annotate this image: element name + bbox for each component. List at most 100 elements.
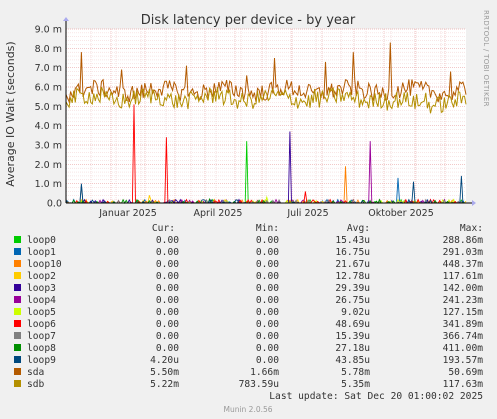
legend-cur: 0.00 xyxy=(156,343,179,354)
legend-min: 0.00 xyxy=(256,259,279,270)
legend-avg: 5.78m xyxy=(341,367,370,378)
y-tick-label: 2.0 m xyxy=(35,160,62,171)
legend-cur: 0.00 xyxy=(156,235,179,246)
y-tick-label: 1.0 m xyxy=(35,179,62,190)
legend-name-loop7: loop7 xyxy=(27,331,56,342)
legend-max: 50.69m xyxy=(448,367,483,378)
legend-name-loop3: loop3 xyxy=(27,283,56,294)
legend-avg: 48.69u xyxy=(335,319,370,330)
rrdtool-credit: RRDTOOL / TOBI OETIKER xyxy=(482,10,490,107)
legend-cur: 5.22m xyxy=(150,379,179,390)
legend-min: 0.00 xyxy=(256,235,279,246)
legend-avg: 27.18u xyxy=(335,343,370,354)
legend-name-loop5: loop5 xyxy=(27,307,56,318)
legend-cur: 5.50m xyxy=(150,367,179,378)
legend-min: 1.66m xyxy=(250,367,279,378)
legend-swatch-loop2 xyxy=(14,272,21,279)
legend-min: 0.00 xyxy=(256,295,279,306)
legend-avg: 5.35m xyxy=(341,379,370,390)
y-tick-label: 6.0 m xyxy=(35,83,62,94)
y-tick-label: 8.0 m xyxy=(35,44,62,55)
legend-name-loop8: loop8 xyxy=(27,343,56,354)
legend-header-avg: Avg: xyxy=(347,223,370,234)
legend-cur: 4.20u xyxy=(150,355,179,366)
y-tick-label: 3.0 m xyxy=(35,141,62,152)
legend-name-sdb: sdb xyxy=(27,379,45,390)
y-tick-labels: 0.0 1.0 m 2.0 m 3.0 m 4.0 m 5.0 m 6.0 m 7.0 m 8.… xyxy=(35,25,62,210)
legend-swatch-loop5 xyxy=(14,308,21,315)
last-update: Last update: Sat Dec 20 01:00:02 2025 xyxy=(269,391,483,402)
legend-max: 142.00m xyxy=(443,283,484,294)
x-tick-label: April 2025 xyxy=(194,208,243,219)
legend-min: 783.59u xyxy=(239,379,279,390)
legend-min: 0.00 xyxy=(256,331,279,342)
legend-avg: 15.43u xyxy=(335,235,370,246)
legend-min: 0.00 xyxy=(256,307,279,318)
legend-name-loop6: loop6 xyxy=(27,319,56,330)
legend-cur: 0.00 xyxy=(156,271,179,282)
legend-max: 411.00m xyxy=(443,343,484,354)
x-tick-label: Oktober 2025 xyxy=(368,208,434,219)
legend-cur: 0.00 xyxy=(156,319,179,330)
legend-cur: 0.00 xyxy=(156,295,179,306)
legend-swatch-sdb xyxy=(14,380,21,387)
legend-max: 127.15m xyxy=(443,307,484,318)
legend-name-loop4: loop4 xyxy=(27,295,56,306)
legend-cur: 0.00 xyxy=(156,307,179,318)
legend-name-loop0: loop0 xyxy=(27,235,56,246)
legend-name-sda: sda xyxy=(27,367,44,378)
legend-max: 288.86m xyxy=(443,235,484,246)
legend: Cur: Min: Avg: Max: loop0 0.00 0.00 15.43u 2… xyxy=(14,223,483,390)
legend-cur: 0.00 xyxy=(156,247,179,258)
chart-title: Disk latency per device - by year xyxy=(141,13,356,28)
legend-swatch-loop9 xyxy=(14,356,21,363)
y-axis-arrow xyxy=(63,17,69,21)
y-tick-label: 9.0 m xyxy=(35,25,62,36)
legend-max: 241.23m xyxy=(443,295,484,306)
legend-min: 0.00 xyxy=(256,343,279,354)
legend-swatch-loop7 xyxy=(14,332,21,339)
munin-version: Munin 2.0.56 xyxy=(223,405,272,414)
legend-max: 366.74m xyxy=(443,331,484,342)
legend-cur: 0.00 xyxy=(156,331,179,342)
series-line-sda xyxy=(65,42,467,104)
legend-name-loop1: loop1 xyxy=(27,247,56,258)
legend-min: 0.00 xyxy=(256,319,279,330)
legend-avg: 16.75u xyxy=(335,247,370,258)
legend-swatch-loop8 xyxy=(14,344,21,351)
legend-avg: 43.85u xyxy=(335,355,370,366)
legend-avg: 29.39u xyxy=(335,283,370,294)
legend-cur: 0.00 xyxy=(156,283,179,294)
legend-avg: 9.02u xyxy=(341,307,370,318)
legend-min: 0.00 xyxy=(256,355,279,366)
legend-max: 117.63m xyxy=(443,379,484,390)
legend-header-cur: Cur: xyxy=(152,223,175,234)
legend-name-loop9: loop9 xyxy=(27,355,56,366)
y-tick-label: 0.0 xyxy=(47,199,62,210)
legend-swatch-sda xyxy=(14,368,21,375)
x-tick-labels: Januar 2025 April 2025 Juli 2025 Oktober 20… xyxy=(98,208,434,219)
legend-name-loop2: loop2 xyxy=(27,271,56,282)
legend-swatch-loop3 xyxy=(14,284,21,291)
x-tick-label: Juli 2025 xyxy=(286,208,328,219)
legend-max: 117.61m xyxy=(443,271,484,282)
legend-avg: 15.39u xyxy=(335,331,370,342)
legend-cur: 0.00 xyxy=(156,259,179,270)
legend-avg: 26.75u xyxy=(335,295,370,306)
legend-swatch-loop0 xyxy=(14,236,21,243)
legend-swatch-loop6 xyxy=(14,320,21,327)
legend-min: 0.00 xyxy=(256,271,279,282)
legend-min: 0.00 xyxy=(256,283,279,294)
axes xyxy=(63,17,476,206)
legend-max: 193.57m xyxy=(443,355,484,366)
legend-max: 448.37m xyxy=(443,259,484,270)
legend-avg: 12.78u xyxy=(335,271,370,282)
legend-name-loop10: loop10 xyxy=(27,259,62,270)
legend-max: 341.89m xyxy=(443,319,484,330)
y-tick-label: 4.0 m xyxy=(35,121,62,132)
y-axis-label: Average IO Wait (seconds) xyxy=(4,41,17,186)
y-tick-label: 7.0 m xyxy=(35,63,62,74)
legend-swatch-loop10 xyxy=(14,260,21,267)
y-tick-label: 5.0 m xyxy=(35,102,62,113)
